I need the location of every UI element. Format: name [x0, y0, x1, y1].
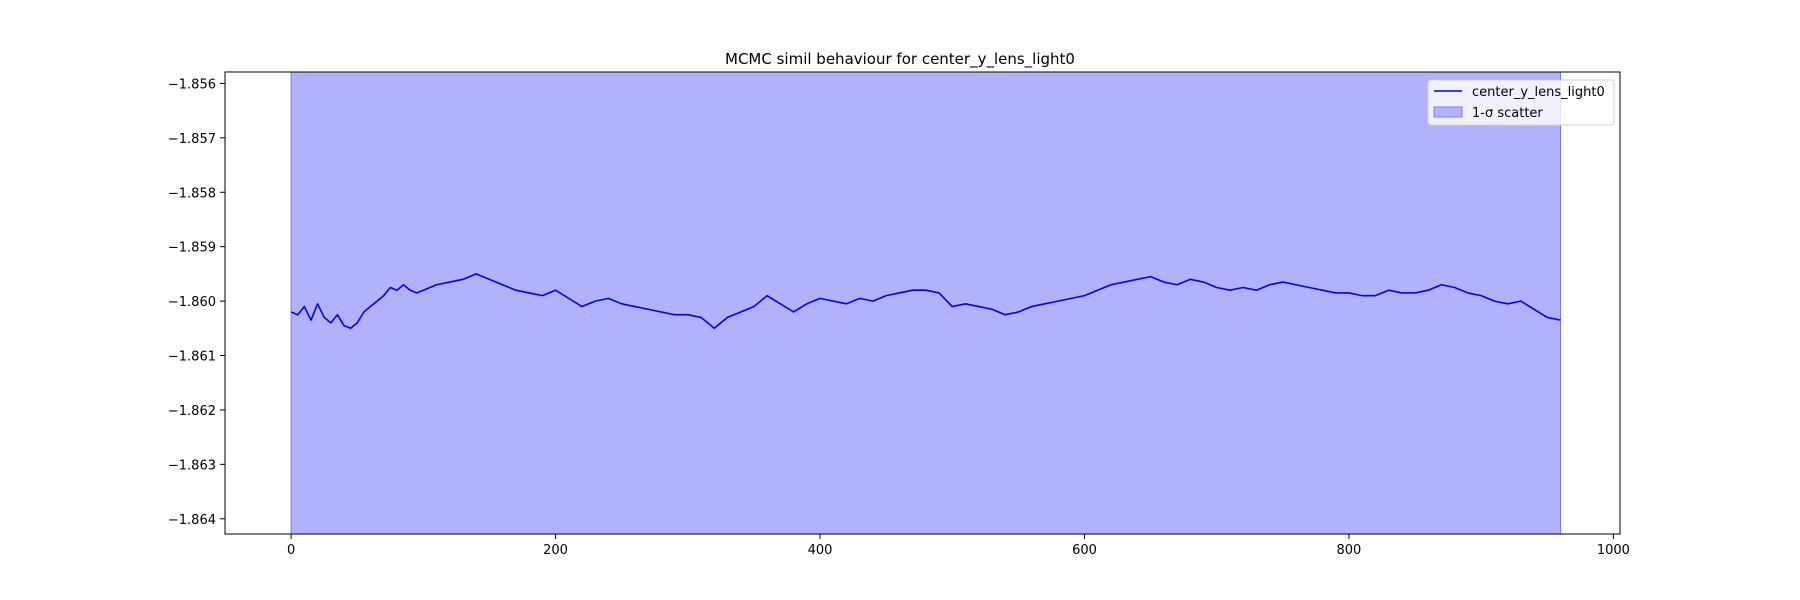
plot-frame [224, 71, 1621, 535]
x-tick-label: 200 [543, 543, 568, 558]
legend-label-band: 1-σ scatter [1472, 106, 1543, 121]
y-tick-label: −1.859 [168, 241, 216, 256]
legend: center_y_lens_light0 1-σ scatter [1427, 79, 1615, 126]
y-axis: −1.856 −1.857 −1.858 −1.859 −1.860 −1.861 −1.8… [168, 77, 225, 528]
legend-box [1427, 79, 1615, 126]
plot-area [290, 71, 1561, 535]
x-tick-label: 0 [287, 543, 295, 558]
y-tick-label: −1.857 [168, 132, 216, 147]
scatter-band [290, 71, 1561, 535]
y-tick-label: −1.861 [168, 350, 216, 365]
chart-title: MCMC simil behaviour for center_y_lens_l… [725, 50, 1075, 69]
y-tick-label: −1.862 [168, 404, 216, 419]
y-tick-label: −1.856 [168, 77, 216, 92]
y-tick-label: −1.863 [168, 458, 216, 473]
x-axis: 0 200 400 600 800 1000 [287, 534, 1630, 558]
x-tick-label: 400 [808, 543, 833, 558]
legend-patch-swatch [1433, 106, 1463, 118]
y-tick-label: −1.860 [168, 295, 216, 310]
x-tick-label: 800 [1337, 543, 1362, 558]
y-tick-label: −1.864 [168, 513, 216, 528]
series-line-0 [290, 273, 1561, 330]
legend-label-series: center_y_lens_light0 [1472, 85, 1605, 100]
x-tick-label: 600 [1072, 543, 1097, 558]
x-tick-label: 1000 [1597, 543, 1630, 558]
y-tick-label: −1.858 [168, 186, 216, 201]
